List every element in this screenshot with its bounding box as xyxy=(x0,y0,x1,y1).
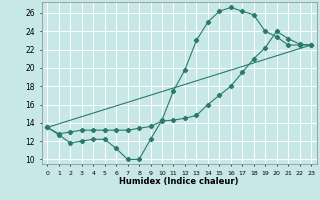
X-axis label: Humidex (Indice chaleur): Humidex (Indice chaleur) xyxy=(119,177,239,186)
